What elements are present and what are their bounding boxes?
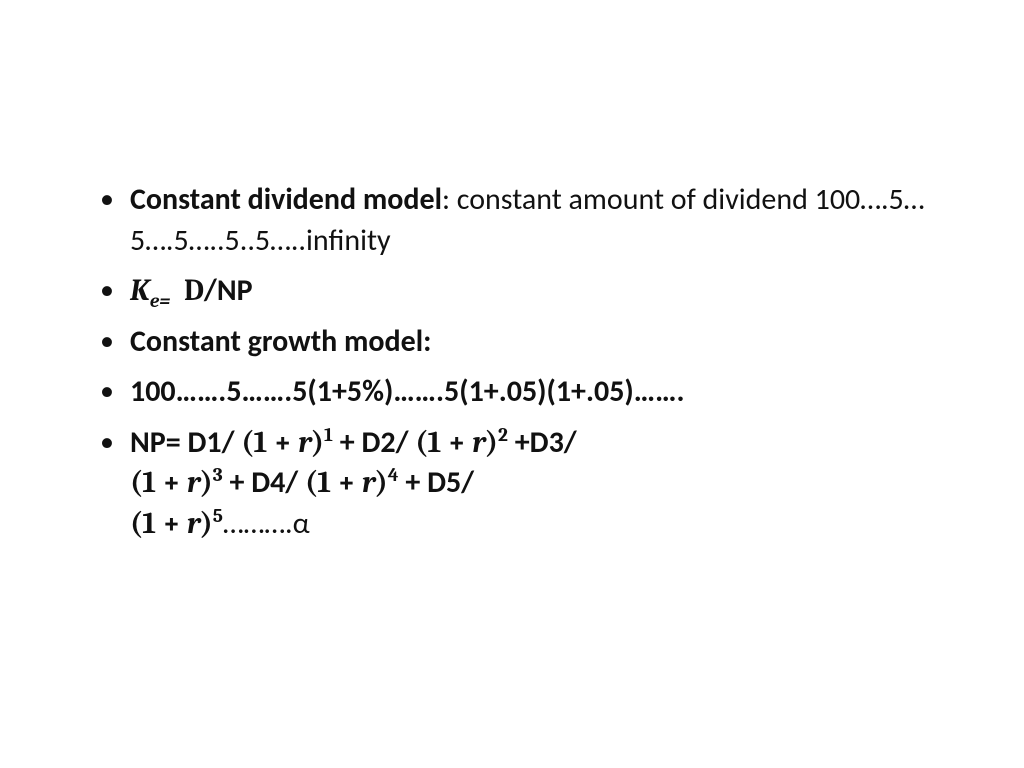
bullet-item-constant-growth: Constant growth model:: [130, 322, 944, 363]
plus-5: +: [156, 506, 187, 541]
paren-open-3: (: [130, 465, 142, 500]
paren-close-2: ): [486, 425, 498, 460]
bullet-item-constant-dividend: Constant dividend model: constant amount…: [130, 180, 944, 261]
one-2: 1: [428, 425, 442, 460]
r-5: r: [187, 506, 201, 541]
bold-lead: Constant dividend model: [130, 181, 442, 218]
paren-close-4: ): [376, 465, 388, 500]
paren-open-1: (: [241, 425, 253, 460]
r-3: r: [187, 465, 201, 500]
paren-close-3: ): [201, 465, 213, 500]
exp-5: 5: [213, 504, 223, 527]
var-D: D: [184, 273, 204, 308]
paren-close-5: ): [201, 506, 213, 541]
sub-e-eq: e=: [150, 289, 171, 312]
paren-open-5: (: [130, 506, 142, 541]
r-4: r: [362, 465, 376, 500]
mid-1: + D2/: [333, 424, 415, 461]
r-1: r: [298, 425, 312, 460]
plus-4: +: [331, 465, 362, 500]
over-np: /NP: [204, 272, 253, 309]
exp-3: 3: [213, 463, 223, 486]
slide: Constant dividend model: constant amount…: [0, 0, 1024, 768]
one-3: 1: [142, 465, 156, 500]
one-4: 1: [317, 465, 331, 500]
plus-1: +: [267, 425, 298, 460]
paren-close-1: ): [312, 425, 324, 460]
plus-2: +: [441, 425, 472, 460]
bullet-list: Constant dividend model: constant amount…: [80, 180, 944, 544]
growth-title: Constant growth model:: [130, 323, 431, 360]
mid-3: + D4/: [223, 464, 305, 501]
r-2: r: [472, 425, 486, 460]
bullet-item-growth-series: 100…….5…….5(1+5%)…….5(1+.05)(1+.05)…….: [130, 372, 944, 413]
one-5: 1: [142, 506, 156, 541]
np-lead: NP= D1/: [130, 424, 241, 461]
one-1: 1: [254, 425, 268, 460]
bullet-item-np-formula: NP= D1/ (1 + r)1 + D2/ (1 + r)2 +D3/ (1 …: [130, 423, 944, 545]
exp-1: 1: [324, 423, 333, 446]
exp-2: 2: [498, 423, 508, 446]
growth-series: 100…….5…….5(1+5%)…….5(1+.05)(1+.05)…….: [130, 373, 684, 410]
exp-4: 4: [388, 463, 399, 486]
plus-3: +: [156, 465, 187, 500]
var-K: K: [130, 273, 150, 308]
tail-alpha: ……….α: [223, 505, 310, 542]
mid-2: +D3/: [508, 424, 577, 461]
mid-4: + D5/: [399, 464, 475, 501]
bullet-item-ke-formula: Ke= D/NP: [130, 271, 944, 312]
paren-open-2: (: [415, 425, 427, 460]
paren-open-4: (: [305, 465, 317, 500]
